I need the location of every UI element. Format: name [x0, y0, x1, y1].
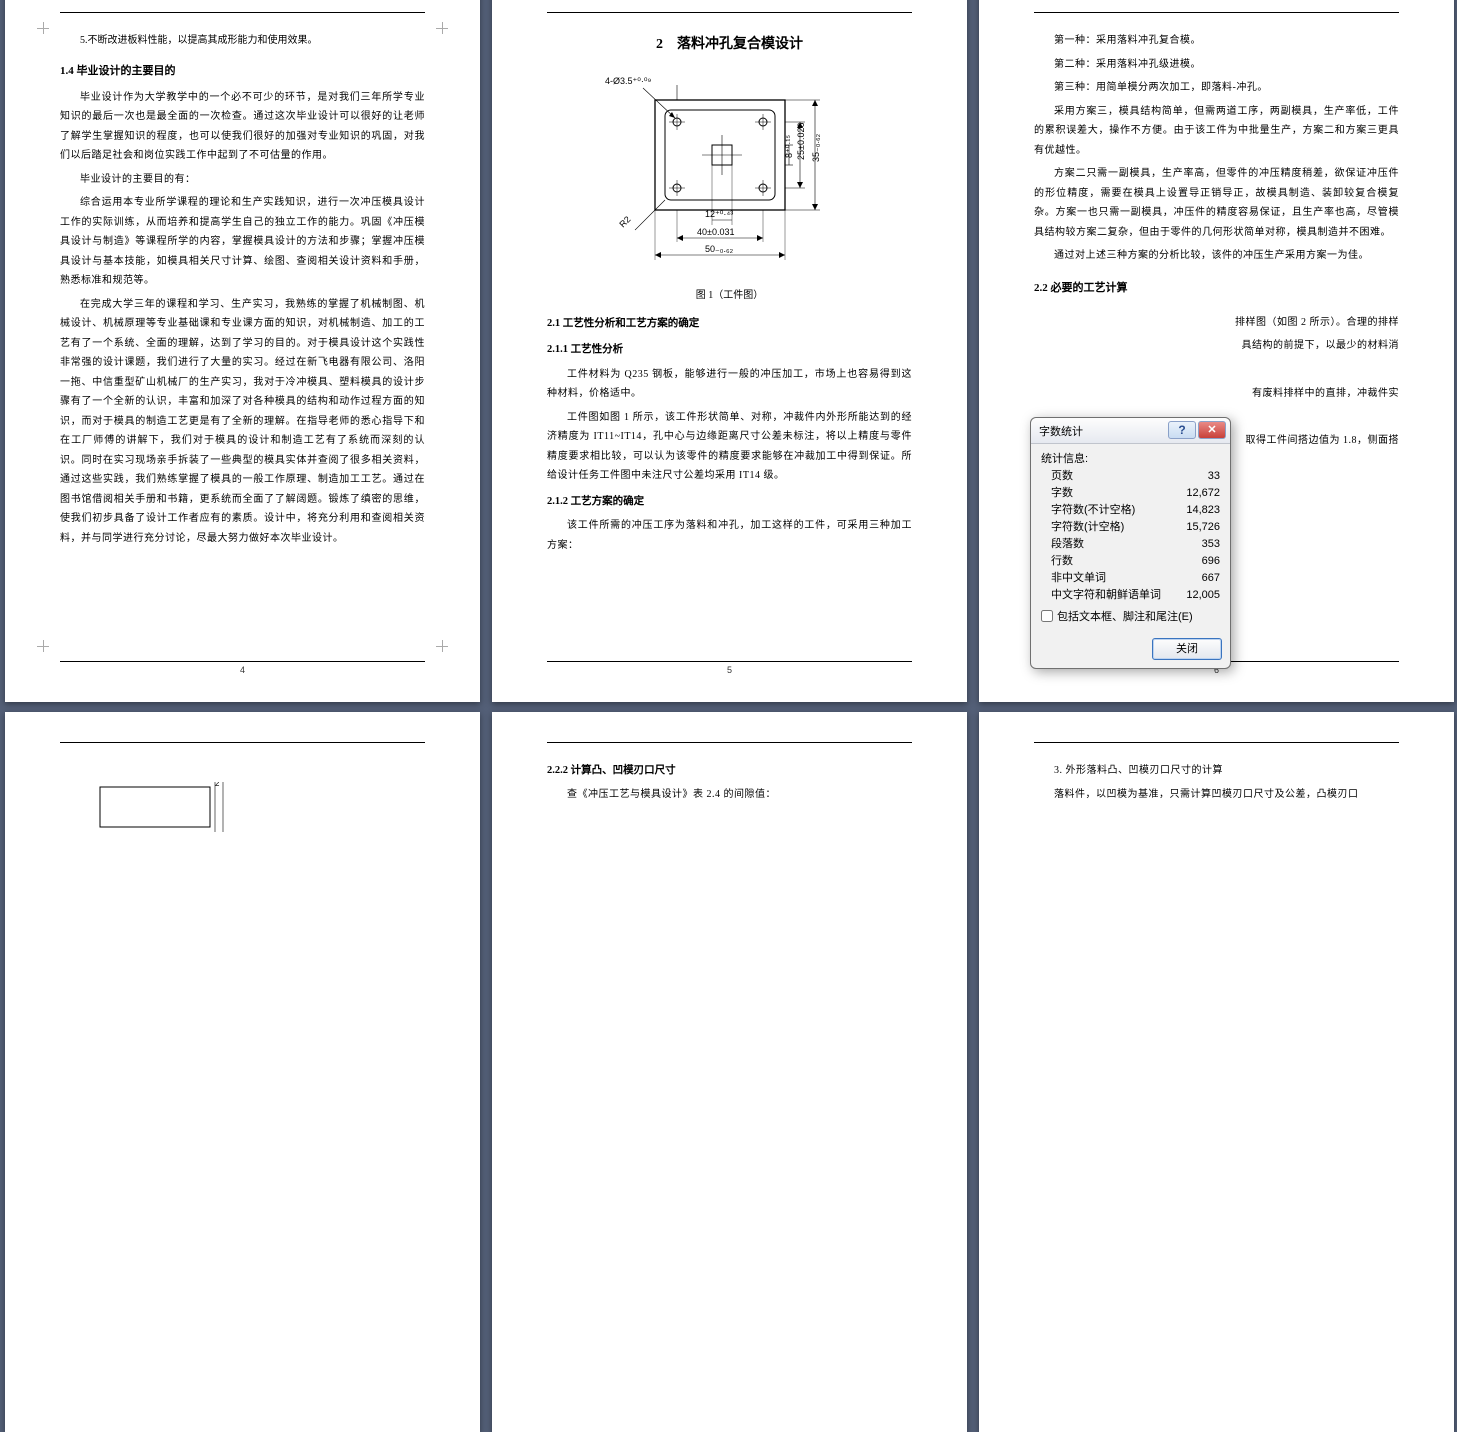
dim-label: 35₋₀.₆₂ [811, 134, 821, 163]
dim-label: 40±0.031 [697, 227, 734, 237]
document-page-9: 3. 外形落料凸、凹模刃口尺寸的计算 落料件，以凹模为基准，只需计算凹模刃口尺寸… [979, 712, 1454, 1432]
dim-label: 8⁺⁰·¹⁵ [784, 135, 794, 158]
header-rule [60, 12, 425, 13]
dim-label: 4-Ø3.5⁺⁰·⁰⁹ [605, 76, 651, 86]
include-footnotes-checkbox[interactable]: 包括文本框、脚注和尾注(E) [1041, 608, 1220, 624]
list-scheme-3: 第三种：用简单模分两次加工，即落料-冲孔。 [1034, 78, 1399, 98]
workpiece-figure: 4-Ø3.5⁺⁰·⁰⁹ 25±0.026 35₋₀.₆₂ 8⁺⁰·¹⁵ [605, 70, 855, 280]
paragraph: 落料件，以凹模为基准，只需计算凹模刃口尺寸及公差，凸模刃口 [1034, 785, 1399, 805]
stat-row: 非中文单词667 [1041, 570, 1220, 587]
heading-2-1-2: 2.1.2 工艺方案的确定 [547, 492, 912, 512]
paragraph: 综合运用本专业所学课程的理论和生产实践知识，进行一次冲压模具设计工作的实际训练，… [60, 193, 425, 291]
figure-caption: 图 1（工件图） [547, 286, 912, 306]
paragraph: 该工件所需的冲压工序为落料和冲孔，加工这样的工件，可采用三种加工方案： [547, 516, 912, 555]
document-page-4: 5.不断改进板料性能，以提高其成形能力和使用效果。 1.4 毕业设计的主要目的 … [5, 0, 480, 702]
paragraph: 毕业设计的主要目的有： [60, 170, 425, 190]
paragraph: 查《冲压工艺与模具设计》表 2.4 的间隙值： [547, 785, 912, 805]
heading-1-4: 1.4 毕业设计的主要目的 [60, 61, 425, 82]
list-scheme-1: 第一种：采用落料冲孔复合模。 [1034, 31, 1399, 51]
stat-row: 段落数353 [1041, 536, 1220, 553]
crop-mark [37, 22, 49, 34]
checkbox-input[interactable] [1041, 610, 1053, 622]
crop-mark [37, 640, 49, 652]
fragment-text: 具结构的前提下，以最少的材料消 [1034, 336, 1399, 356]
stat-row: 字符数(计空格)15,726 [1041, 519, 1220, 536]
dim-label: 50₋₀.₆₂ [705, 244, 734, 254]
heading-2-2-2: 2.2.2 计算凸、凹模刃口尺寸 [547, 761, 912, 781]
header-rule [1034, 12, 1399, 13]
help-button[interactable]: ? [1168, 421, 1196, 439]
crop-mark [436, 640, 448, 652]
paragraph: 毕业设计作为大学教学中的一个必不可少的环节，是对我们三年所学专业知识的最后一次也… [60, 88, 425, 166]
document-page-7: 2 [5, 712, 480, 1432]
header-rule [547, 12, 912, 13]
dim-label: 12⁺⁰·⁴³ [705, 209, 733, 219]
paragraph: 在完成大学三年的课程和学习、生产实习，我熟练的掌握了机械制图、机械设计、机械原理… [60, 295, 425, 549]
dim-label: R2 [617, 214, 632, 229]
list-item-5: 5.不断改进板料性能，以提高其成形能力和使用效果。 [60, 31, 425, 51]
close-icon[interactable]: ✕ [1198, 421, 1226, 439]
checkbox-label: 包括文本框、脚注和尾注(E) [1057, 608, 1193, 624]
stat-row: 字符数(不计空格)14,823 [1041, 502, 1220, 519]
fragment-text: 排样图（如图 2 所示）。合理的排样 [1034, 313, 1399, 333]
page-number: 5 [492, 662, 967, 680]
paragraph: 工件材料为 Q235 钢板，能够进行一般的冲压加工，市场上也容易得到这种材料，价… [547, 365, 912, 404]
document-page-8: 2.2.2 计算凸、凹模刃口尺寸 查《冲压工艺与模具设计》表 2.4 的间隙值： [492, 712, 967, 1432]
list-scheme-2: 第二种：采用落料冲孔级进模。 [1034, 55, 1399, 75]
svg-text:2: 2 [215, 782, 220, 788]
paragraph: 通过对上述三种方案的分析比较，该件的冲压生产采用方案一为佳。 [1034, 246, 1399, 266]
word-count-dialog: 字数统计 ? ✕ 统计信息: 页数33 字数12,672 字符数(不计空格)14… [1030, 417, 1231, 669]
dim-label: 25±0.026 [796, 123, 806, 160]
page-number: 4 [5, 662, 480, 680]
crop-mark [436, 22, 448, 34]
paragraph: 工件图如图 1 所示，该工件形状简单、对称，冲裁件内外形所能达到的经济精度为 I… [547, 408, 912, 486]
heading-2-1-1: 2.1.1 工艺性分析 [547, 340, 912, 360]
stat-row: 页数33 [1041, 468, 1220, 485]
figure-fragment-icon: 2 [95, 782, 235, 832]
fragment-text: 有废料排样中的直排，冲裁件实 [1034, 384, 1399, 404]
heading-2-2: 2.2 必要的工艺计算 [1034, 278, 1399, 299]
paragraph: 采用方案三，模具结构简单，但需两道工序，两副模具，生产率低，工件的累积误差大，操… [1034, 102, 1399, 161]
heading-2-1: 2.1 工艺性分析和工艺方案的确定 [547, 314, 912, 334]
header-rule [547, 742, 912, 743]
list-item-3: 3. 外形落料凸、凹模刃口尺寸的计算 [1034, 761, 1399, 781]
document-page-5: 2 落料冲孔复合模设计 [492, 0, 967, 702]
stat-row: 字数12,672 [1041, 485, 1220, 502]
dialog-title: 字数统计 [1039, 423, 1168, 439]
dialog-titlebar[interactable]: 字数统计 ? ✕ [1031, 418, 1230, 444]
close-button[interactable]: 关闭 [1152, 638, 1222, 660]
header-rule [1034, 742, 1399, 743]
header-rule [60, 742, 425, 743]
dialog-heading: 统计信息: [1041, 450, 1220, 466]
stat-row: 中文字符和朝鲜语单词12,005 [1041, 587, 1220, 604]
dialog-body: 统计信息: 页数33 字数12,672 字符数(不计空格)14,823 字符数(… [1031, 444, 1230, 632]
stat-row: 行数696 [1041, 553, 1220, 570]
chapter-title: 2 落料冲孔复合模设计 [547, 31, 912, 58]
paragraph: 方案二只需一副模具，生产率高，但零件的冲压精度稍差，欲保证冲压件的形位精度，需要… [1034, 164, 1399, 242]
